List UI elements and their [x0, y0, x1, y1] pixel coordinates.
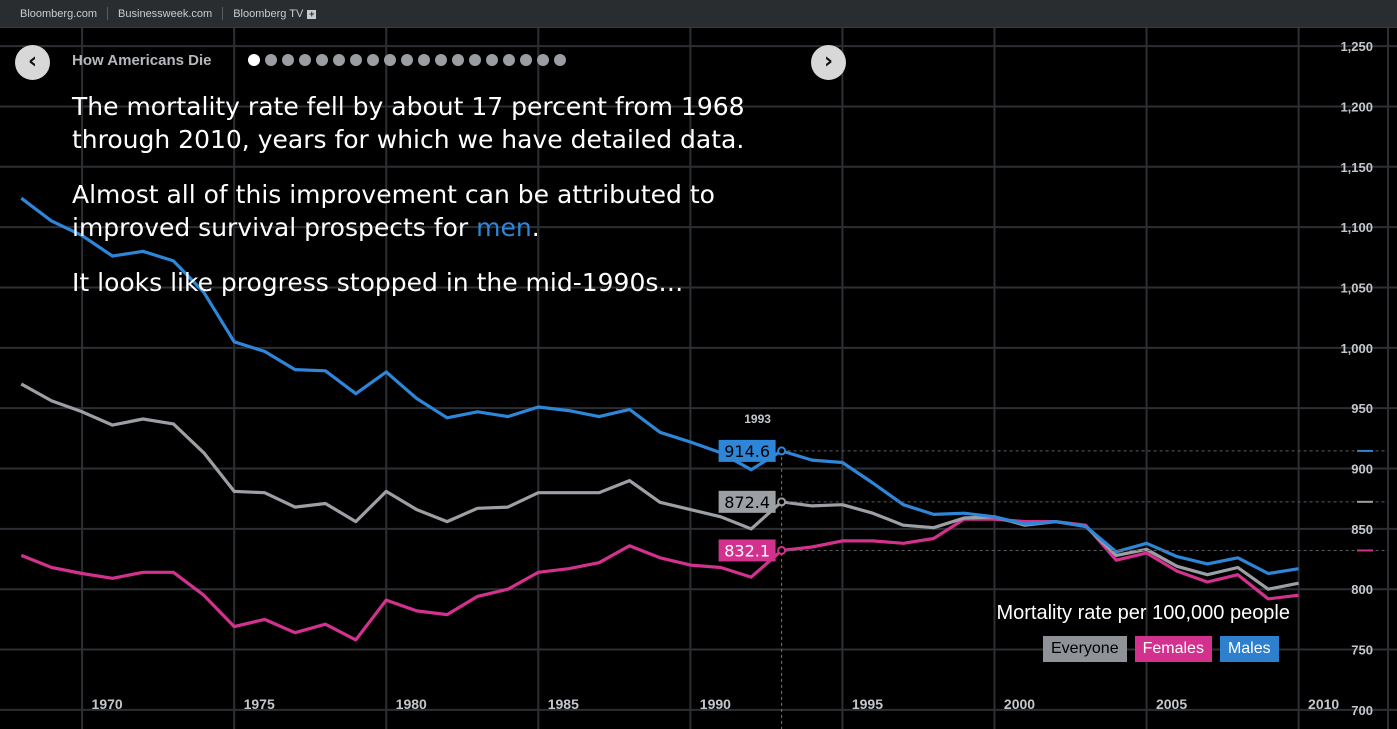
y-tick-label: 1,250 [1340, 39, 1373, 54]
slide-dot[interactable] [418, 54, 430, 66]
x-tick-label: 1970 [92, 696, 123, 712]
highlight-box-males [718, 439, 776, 462]
series-line-males [20, 196, 1299, 576]
slide-dot[interactable] [350, 54, 362, 66]
slide-dot[interactable] [299, 54, 311, 66]
slide-dot[interactable] [554, 54, 566, 66]
highlight-value-males: 914.6 [724, 442, 770, 461]
next-slide-button[interactable]: › [811, 45, 846, 80]
y-tick-label: 950 [1351, 401, 1373, 416]
legend-males-button[interactable]: Males [1219, 636, 1279, 662]
y-tick-label: 1,150 [1340, 160, 1373, 175]
chevron-right-icon: › [823, 49, 834, 74]
y-tick-label: 1,000 [1340, 341, 1373, 356]
story-text: The mortality rate fell by about 17 perc… [72, 90, 832, 321]
mortality-chart: 1993 914.6 872.4 832.1 700 750 800 850 900 950 1,… [0, 28, 1397, 729]
divider [107, 7, 109, 20]
slide-dot[interactable] [435, 54, 447, 66]
plus-icon: + [307, 8, 317, 19]
y-tick-label: 1,050 [1340, 280, 1373, 295]
story-paragraph-2: Almost all of this improvement can be at… [72, 178, 832, 244]
x-tick-label: 1995 [852, 696, 883, 712]
slide-dots [248, 54, 571, 66]
y-tick-label: 850 [1351, 522, 1373, 537]
x-tick-label: 1980 [396, 696, 427, 712]
legend: Everyone Females Males [1043, 636, 1279, 662]
story-paragraph-1: The mortality rate fell by about 17 perc… [72, 92, 745, 154]
slide-dot[interactable] [248, 54, 260, 66]
businessweek-link[interactable]: Businessweek.com [118, 7, 213, 20]
legend-everyone-button[interactable]: Everyone [1043, 636, 1127, 662]
slide-dot[interactable] [486, 54, 498, 66]
highlight-value-females: 832.1 [724, 541, 770, 560]
y-tick-label: 700 [1351, 703, 1373, 718]
highlight-box-everyone [718, 490, 776, 513]
y-tick-label: 900 [1351, 462, 1373, 477]
highlight-value-everyone: 872.4 [724, 493, 770, 512]
paragraph-2-end: . [531, 213, 540, 242]
slide-dot[interactable] [401, 54, 413, 66]
highlight-point-males [777, 446, 787, 456]
y-tick-label: 1,100 [1340, 220, 1373, 235]
slide-dot[interactable] [384, 54, 396, 66]
y-tick-label: 800 [1351, 582, 1373, 597]
x-tick-label: 1990 [700, 696, 731, 712]
slide-dot[interactable] [282, 54, 294, 66]
highlight-point-females [777, 545, 787, 555]
slide-dot[interactable] [503, 54, 515, 66]
previous-slide-button[interactable]: ‹ [15, 45, 50, 80]
x-tick-label: 1985 [548, 696, 579, 712]
bloomberg-tv-link[interactable]: Bloomberg TV + [233, 8, 326, 20]
chevron-left-icon: ‹ [27, 49, 38, 74]
legend-females-button[interactable]: Females [1134, 636, 1212, 662]
slide-dot[interactable] [265, 54, 277, 66]
men-highlight: men [476, 213, 532, 242]
story-title: How Americans Die [72, 52, 212, 69]
x-tick-label: 2010 [1308, 696, 1339, 712]
highlight-box-females [718, 539, 776, 562]
y-tick-label: 1,200 [1340, 99, 1373, 114]
top-bar: Bloomberg.com Businessweek.com Bloomberg… [0, 0, 1397, 28]
divider [222, 7, 224, 20]
highlight-point-everyone [777, 497, 787, 507]
x-tick-label: 2000 [1004, 696, 1035, 712]
slide-dot[interactable] [469, 54, 481, 66]
slide-dot[interactable] [367, 54, 379, 66]
slide-dot[interactable] [316, 54, 328, 66]
paragraph-2-text: Almost all of this improvement can be at… [72, 180, 715, 242]
slide-dot[interactable] [333, 54, 345, 66]
x-tick-label: 2005 [1156, 696, 1187, 712]
bloomberg-link[interactable]: Bloomberg.com [20, 7, 98, 20]
highlight-year-label: 1993 [744, 412, 771, 426]
bloomberg-tv-label: Bloomberg TV [233, 7, 304, 20]
slide-dot[interactable] [452, 54, 464, 66]
slide-dot[interactable] [520, 54, 532, 66]
slide-dot[interactable] [537, 54, 549, 66]
legend-title: Mortality rate per 100,000 people [996, 602, 1290, 624]
x-tick-label: 1975 [244, 696, 275, 712]
story-paragraph-3: It looks like progress stopped in the mi… [72, 268, 684, 297]
y-tick-label: 750 [1351, 643, 1373, 658]
